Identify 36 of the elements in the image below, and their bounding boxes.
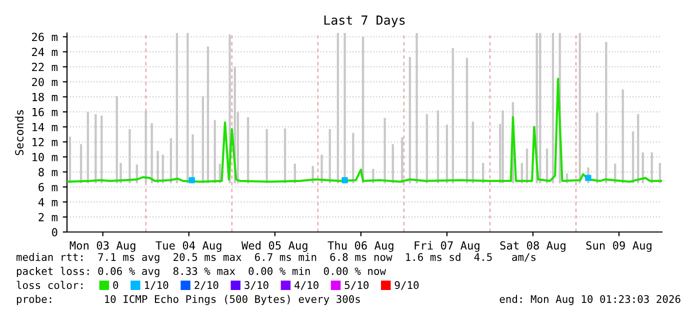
text: median rtt: 7.1 ms avg 20.5 ms max 6.7 ms min 6.8 ms now 1.6 ms sd 4.5 am/s <box>16 252 536 264</box>
y-tick-label: 24 m <box>32 48 58 56</box>
y-tick-label: 18 m <box>32 92 58 102</box>
y-tick-label: 20 m <box>32 78 58 86</box>
y-tick-label: 22 m <box>32 62 58 72</box>
y-tick-label: 14 m <box>32 123 58 132</box>
y-tick-label: 6 m <box>38 182 58 192</box>
y-tick-label: 10 m <box>32 152 58 162</box>
x-tick-label: Mon 03 Aug <box>70 241 136 252</box>
y-tick-label: 12 m <box>32 138 58 146</box>
y-tick-label: 2 m <box>38 212 58 222</box>
y-tick-label: 0 <box>52 228 58 236</box>
text: probe: 10 ICMP Echo Pings (500 Bytes) every 300s <box>16 294 360 306</box>
x-tick-label: Sun 09 Aug <box>586 241 652 252</box>
legend-label: 5/10 <box>344 281 369 290</box>
y-tick-label: 16 m <box>32 108 58 116</box>
y-tick-label: 26 m <box>32 32 58 42</box>
x-tick-label: Sat 08 Aug <box>500 241 566 252</box>
text: end: Mon Aug 10 01:23:03 2026 <box>500 294 680 306</box>
legend-label: 0 <box>113 281 118 290</box>
legend-label: 4/10 <box>294 281 318 290</box>
y-tick-label: 8 m <box>38 168 58 176</box>
x-tick-label: Fri 07 Aug <box>414 241 480 252</box>
line-series <box>67 78 662 183</box>
legend-label: 3/10 <box>244 281 268 290</box>
x-tick-label: Thu 06 Aug <box>328 241 394 252</box>
y-tick-label: 4 m <box>38 198 58 206</box>
y-axis-title: Seconds <box>14 110 24 156</box>
chart-title: Last 7 Days <box>324 16 405 28</box>
x-tick-label: Tue 04 Aug <box>156 241 222 252</box>
legend-label: 2/10 <box>194 281 218 290</box>
legend-label: 1/10 <box>145 281 168 290</box>
legend-label: 9/10 <box>394 281 419 290</box>
legend-title: loss color: <box>16 280 82 290</box>
text: packet loss: 0.06 % avg 8.33 % max 0.00 % min 0.00 % now <box>16 266 386 278</box>
x-tick-label: Wed 05 Aug <box>241 241 308 252</box>
